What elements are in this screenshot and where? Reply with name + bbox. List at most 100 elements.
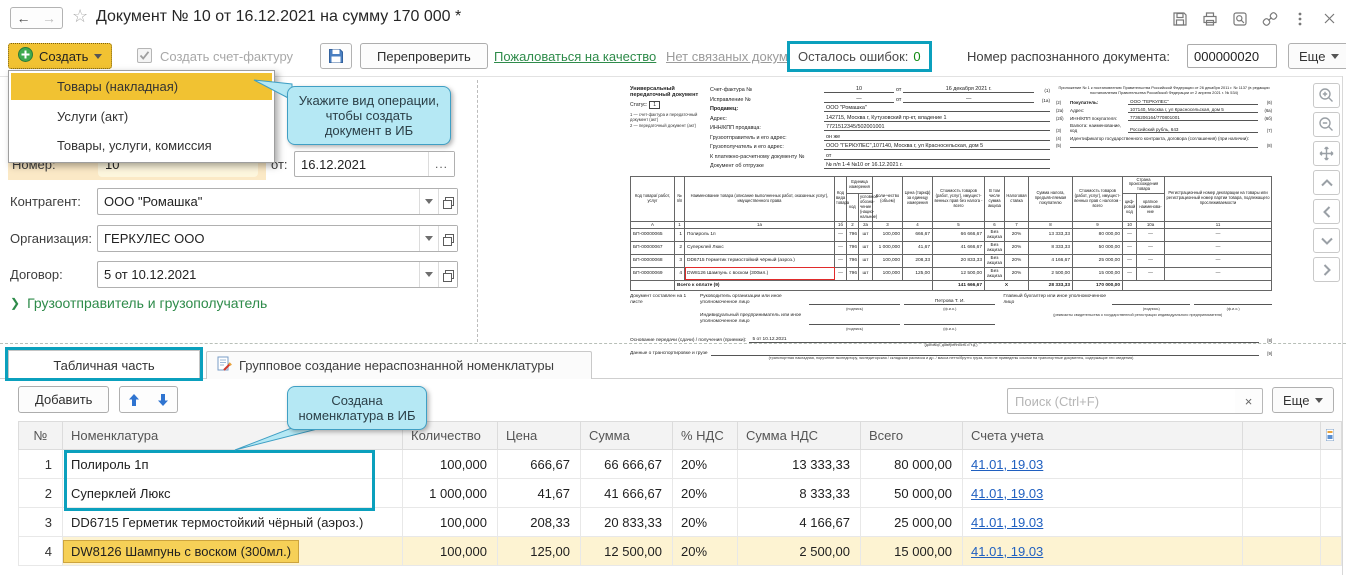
save-document-button[interactable]	[320, 43, 352, 69]
no-linked-documents-link[interactable]: Нет связаных документов	[666, 49, 823, 64]
scroll-down-button[interactable]	[1313, 228, 1340, 253]
nomenclature-cell[interactable]: Суперклей Люкс	[71, 485, 171, 501]
nomenclature-cell[interactable]: Полироль 1п	[71, 456, 149, 472]
organization-dropdown-button[interactable]	[419, 226, 438, 251]
create-dropdown-menu: Товары (накладная) Услуги (акт) Товары, ус…	[8, 70, 275, 163]
counterparty-dropdown-button[interactable]	[419, 189, 438, 214]
plus-circle-icon	[18, 47, 33, 65]
zoom-in-icon	[1319, 88, 1333, 102]
counterparty-open-button[interactable]	[438, 189, 457, 214]
organization-open-button[interactable]	[438, 226, 457, 251]
vertical-splitter[interactable]	[477, 80, 478, 342]
horizontal-splitter[interactable]	[0, 343, 1346, 344]
contract-input[interactable]: 5 от 10.12.2021	[97, 261, 458, 288]
nomenclature-cell[interactable]: DW8126 Шампунь с воском (300мл.)	[64, 540, 299, 562]
create-invoice-checkbox-label[interactable]: Создать счет-фактуру	[160, 49, 294, 64]
doc-number-label: Номер распознанного документа:	[967, 49, 1170, 64]
nomenclature-cell[interactable]: DD6715 Герметик термостойкий чёрный (аэр…	[71, 514, 364, 530]
save-icon[interactable]	[1171, 10, 1188, 27]
partial-column-icon	[1326, 429, 1334, 441]
operation-callout: Укажите вид операции, чтобы создать доку…	[287, 86, 451, 145]
recheck-button[interactable]: Перепроверить	[360, 43, 488, 69]
chevron-down-icon	[425, 272, 433, 277]
column-letters-row: А 1 1а 1б 2 2а 3 4 5 6 7 8 9 10 10а 11	[630, 220, 1272, 229]
organization-label: Организация:	[10, 231, 93, 246]
pan-icon	[1319, 146, 1334, 161]
tab-tabular-section[interactable]: Табличная часть	[8, 350, 200, 379]
arrow-up-icon	[129, 393, 139, 406]
contract-dropdown-button[interactable]	[419, 262, 438, 287]
favorite-star-icon[interactable]: ☆	[72, 6, 89, 26]
move-row-down-button[interactable]	[148, 386, 178, 413]
pan-button[interactable]	[1313, 141, 1340, 166]
scroll-up-button[interactable]	[1313, 170, 1340, 195]
accounts-link[interactable]: 41.01, 19.03	[971, 514, 1044, 530]
more-button-top[interactable]: Еще	[1288, 43, 1346, 69]
accounts-link[interactable]: 41.01, 19.03	[971, 456, 1044, 472]
counterparty-label: Контрагент:	[10, 194, 81, 209]
scroll-left-button[interactable]	[1313, 199, 1340, 224]
annex-note: Приложение № 1 к постановлению Правитель…	[1058, 85, 1270, 95]
zoom-out-icon	[1319, 117, 1333, 131]
table-header-row: № Номенклатура Количество Цена Сумма % Н…	[18, 421, 1342, 450]
print-icon[interactable]	[1201, 10, 1218, 27]
tab-group-creation[interactable]: Групповое создание нераспознанной номенк…	[206, 351, 592, 379]
create-invoice-checkbox[interactable]	[137, 48, 152, 63]
date-picker-button[interactable]: ...	[428, 152, 454, 176]
table-row[interactable]: 2 Суперклей Люкс 1 000,000 41,67 41 666,…	[18, 478, 1342, 508]
recheck-button-label: Перепроверить	[377, 48, 471, 64]
forward-arrow-icon: →	[42, 10, 56, 26]
chevron-down-icon	[94, 53, 103, 59]
zoom-out-button[interactable]	[1313, 112, 1340, 137]
add-row-button[interactable]: Добавить	[18, 386, 110, 413]
complain-quality-link[interactable]: Пожаловаться на качество	[494, 49, 657, 64]
create-menu-item[interactable]: Услуги (акт)	[57, 109, 129, 124]
more-button-bottom[interactable]: Еще	[1272, 387, 1335, 413]
preview-table-row: БП-00000065 1 Полироль 1п — 796 шт 100,0…	[630, 227, 1272, 242]
arrow-down-icon	[157, 393, 168, 406]
preview-header: Универсальный передаточный документ Стат…	[630, 85, 1272, 169]
clear-x-icon: ×	[1244, 393, 1253, 409]
table-row[interactable]: 3 DD6715 Герметик термостойкий чёрный (а…	[18, 507, 1342, 537]
back-arrow-icon: ←	[16, 10, 31, 26]
more-button-label: Еще	[1283, 392, 1310, 408]
consignor-link-label: Грузоотправитель и грузополучатель	[27, 295, 268, 311]
search-clear-button[interactable]: ×	[1235, 388, 1263, 414]
search-input[interactable]	[1007, 388, 1236, 414]
date-value: 16.12.2021	[301, 156, 367, 172]
created-nomenclature-callout: Создана номенклатура в ИБ	[287, 386, 427, 430]
more-dots-icon[interactable]	[1291, 10, 1308, 27]
chevron-up-icon	[1320, 178, 1333, 186]
date-input[interactable]: 16.12.2021 ...	[294, 151, 455, 177]
organization-input[interactable]: ГЕРКУЛЕС ООО	[97, 225, 458, 252]
chevron-down-icon	[425, 199, 433, 204]
move-row-up-button[interactable]	[119, 386, 149, 413]
toolbar-separator	[0, 76, 1342, 77]
link-icon[interactable]	[1261, 10, 1278, 27]
scroll-right-button[interactable]	[1313, 257, 1340, 282]
create-menu-item[interactable]: Товары (накладная)	[11, 73, 272, 100]
more-button-label: Еще	[1299, 48, 1326, 64]
errors-left-label: Осталось ошибок:	[798, 49, 909, 64]
back-button[interactable]: ←	[10, 7, 37, 29]
contract-open-button[interactable]	[438, 262, 457, 287]
forward-button[interactable]: →	[36, 7, 63, 29]
create-button[interactable]: Создать	[8, 43, 113, 69]
doc-number-input[interactable]	[1187, 44, 1277, 68]
close-icon[interactable]	[1321, 10, 1338, 27]
table-row[interactable]: 1 Полироль 1п 100,000 666,67 66 666,67 2…	[18, 449, 1342, 479]
tabstrip-line	[0, 378, 1342, 379]
zoom-in-button[interactable]	[1313, 83, 1340, 108]
tab-label: Табличная часть	[53, 357, 155, 373]
create-menu-item[interactable]: Товары, услуги, комиссия	[57, 138, 212, 153]
table-row[interactable]: 4 DW8126 Шампунь с воском (300мл.) 100,0…	[18, 536, 1342, 566]
accounts-link[interactable]: 41.01, 19.03	[971, 485, 1044, 501]
organization-row: Организация: ГЕРКУЛЕС ООО	[0, 225, 480, 252]
counterparty-row: Контрагент: ООО "Ромашка"	[0, 188, 480, 215]
upd-title: Универсальный передаточный документ	[630, 86, 699, 98]
organization-value: ГЕРКУЛЕС ООО	[104, 231, 205, 246]
accounts-link[interactable]: 41.01, 19.03	[971, 543, 1044, 559]
preview-search-icon[interactable]	[1231, 10, 1248, 27]
consignor-expander-link[interactable]: ❯ Грузоотправитель и грузополучатель	[10, 295, 267, 311]
counterparty-input[interactable]: ООО "Ромашка"	[97, 188, 458, 215]
